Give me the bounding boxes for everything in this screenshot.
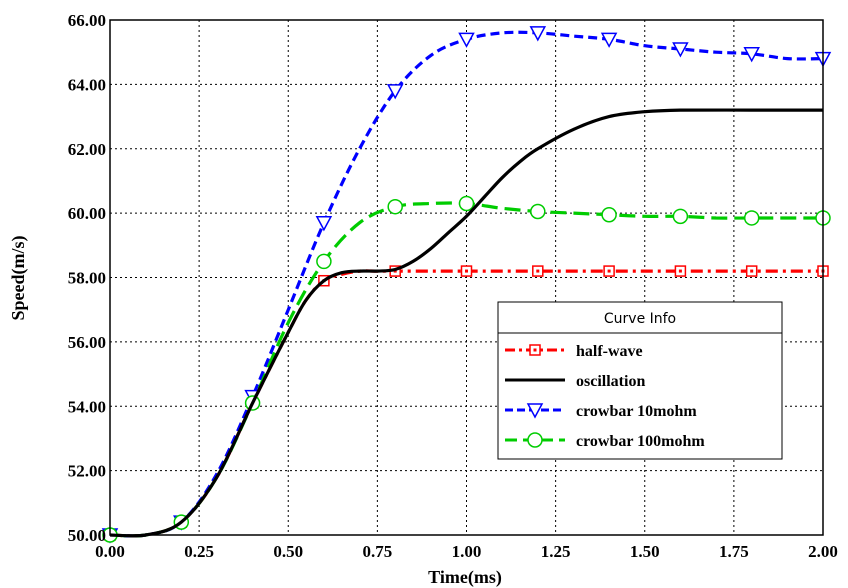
y-tick-label: 58.00 bbox=[68, 269, 106, 288]
data-point bbox=[458, 32, 475, 48]
x-tick-label: 0.25 bbox=[184, 542, 214, 561]
legend-marker bbox=[527, 432, 543, 448]
y-tick-label: 64.00 bbox=[68, 75, 106, 94]
data-point bbox=[315, 216, 333, 232]
y-tick-label: 56.00 bbox=[68, 333, 106, 352]
legend-entry: crowbar 100mohm bbox=[505, 432, 705, 450]
legend-marker bbox=[529, 344, 541, 356]
legend: Curve Info half-wave oscillation crowbar 1… bbox=[497, 301, 783, 460]
data-point bbox=[530, 203, 546, 220]
data-point bbox=[387, 198, 403, 215]
legend-label: crowbar 100mohm bbox=[576, 433, 705, 450]
y-tick-label: 50.00 bbox=[68, 526, 106, 545]
legend-items: half-wave oscillation crowbar 10mohm crowba… bbox=[505, 343, 705, 450]
data-point bbox=[601, 206, 617, 223]
data-point bbox=[529, 26, 547, 42]
data-point bbox=[460, 265, 473, 277]
legend-label: oscillation bbox=[576, 373, 645, 390]
legend-label: crowbar 10mohm bbox=[576, 403, 697, 420]
data-point bbox=[603, 265, 615, 277]
data-point bbox=[745, 265, 758, 277]
plot-frame bbox=[109, 19, 824, 536]
legend-label: half-wave bbox=[576, 343, 643, 360]
legend-entry: crowbar 10mohm bbox=[505, 403, 697, 420]
data-point bbox=[672, 208, 689, 225]
y-axis-label: Speed(m/s) bbox=[8, 235, 29, 320]
data-point bbox=[600, 32, 618, 48]
data-point bbox=[743, 47, 760, 63]
y-tick-label: 52.00 bbox=[68, 462, 106, 481]
data-point bbox=[386, 84, 404, 100]
legend-marker bbox=[526, 403, 544, 419]
legend-entry: oscillation bbox=[505, 373, 645, 390]
data-point bbox=[458, 195, 475, 212]
tick-labels: 0.00 0.25 0.50 0.75 1.00 1.25 1.50 1.75 2.00 50.0… bbox=[68, 11, 838, 561]
data-point bbox=[743, 210, 760, 226]
data-point bbox=[672, 42, 689, 58]
series-line bbox=[109, 30, 824, 538]
x-tick-label: 0.50 bbox=[273, 542, 303, 561]
x-tick-label: 0.75 bbox=[363, 542, 393, 561]
x-axis-label: Time(ms) bbox=[428, 567, 502, 588]
y-tick-label: 62.00 bbox=[68, 140, 106, 159]
data-point bbox=[316, 253, 332, 270]
y-tick-label: 54.00 bbox=[68, 397, 106, 416]
x-tick-label: 1.25 bbox=[541, 542, 571, 561]
series-line bbox=[109, 108, 823, 538]
x-tick-label: 1.50 bbox=[630, 542, 660, 561]
x-tick-label: 0.00 bbox=[95, 542, 125, 561]
x-tick-label: 1.00 bbox=[452, 542, 482, 561]
x-tick-label: 2.00 bbox=[808, 542, 838, 561]
data-point bbox=[532, 265, 544, 277]
x-tick-label: 1.75 bbox=[719, 542, 749, 561]
data-point bbox=[674, 265, 687, 277]
y-tick-label: 60.00 bbox=[68, 204, 106, 223]
legend-entry: half-wave bbox=[505, 343, 643, 360]
grid-lines bbox=[110, 20, 823, 535]
legend-title: Curve Info bbox=[604, 311, 676, 327]
series-oscillation bbox=[109, 108, 823, 538]
y-tick-label: 66.00 bbox=[68, 11, 106, 30]
